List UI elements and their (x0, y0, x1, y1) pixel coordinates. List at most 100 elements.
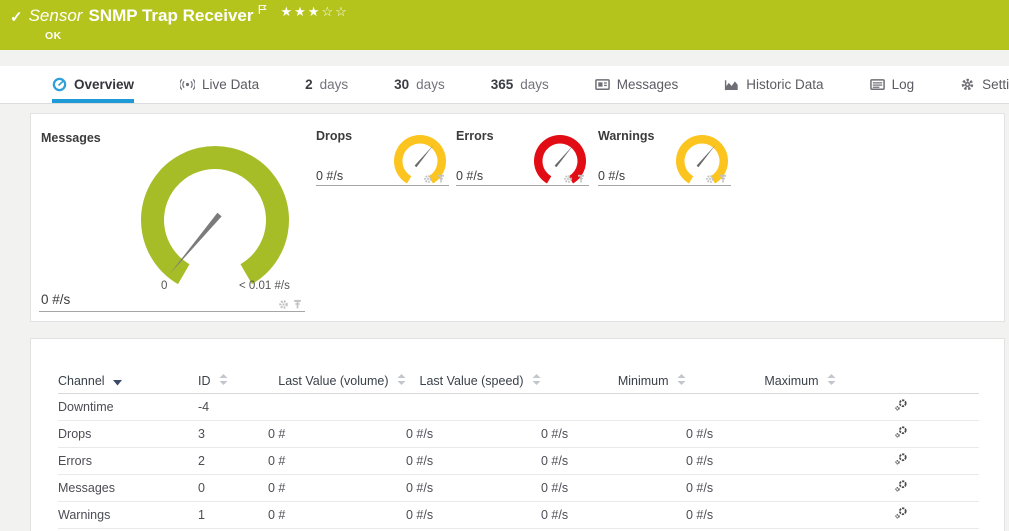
gauge-title: Errors (456, 129, 494, 143)
gauge-warnings: Warnings 0 #/s (598, 129, 731, 186)
channel-name[interactable]: Errors (58, 447, 198, 475)
channels-panel: Channel ID Last Value (volume) Last Valu… (30, 338, 1005, 531)
maximum-value (686, 393, 836, 421)
last-value-speed: 0 #/s (406, 447, 541, 475)
column-header-last-value-speed[interactable]: Last Value (speed) (406, 369, 541, 394)
object-kind-label: Sensor (28, 6, 83, 25)
gauge-pin-icon[interactable] (436, 174, 446, 184)
tab-settings[interactable]: Settings (960, 66, 1009, 103)
channel-name[interactable]: Drops (58, 420, 198, 448)
column-header-channel[interactable]: Channel (58, 369, 198, 394)
column-header-id[interactable]: ID (198, 369, 268, 394)
historic-chart-icon (724, 77, 739, 92)
sort-desc-icon (113, 379, 123, 386)
table-row-downtime: Downtime -4 (58, 393, 979, 421)
channel-id: -4 (198, 393, 268, 421)
gauge-gear-icon[interactable] (563, 174, 573, 184)
gauge-needle (414, 144, 434, 168)
last-value-volume: 0 # (268, 447, 406, 475)
messages-icon (594, 77, 610, 92)
tab-30-days[interactable]: 30 days (394, 66, 445, 103)
tab-number: 2 (305, 77, 313, 92)
last-value-speed (406, 393, 541, 421)
tab-log[interactable]: Log (869, 66, 915, 103)
channel-settings-icon[interactable] (894, 398, 908, 412)
maximum-value: 0 #/s (686, 420, 836, 448)
table-row-drops: Drops 3 0 # 0 #/s 0 #/s 0 #/s (58, 420, 979, 448)
channel-name[interactable]: Warnings (58, 501, 198, 529)
minimum-value: 0 #/s (541, 420, 686, 448)
channel-name[interactable]: Messages (58, 474, 198, 502)
tab-label: days (520, 77, 549, 92)
gauge-value: 0 #/s (598, 169, 626, 183)
tab-number: 30 (394, 77, 410, 92)
last-value-volume: 0 # (268, 420, 406, 448)
channel-settings-icon[interactable] (894, 452, 908, 466)
gauge-needle (696, 144, 716, 168)
gauge-value: 0 #/s (456, 169, 484, 183)
live-signal-icon (180, 77, 196, 92)
status-badge: OK (45, 30, 62, 42)
gauge-needle (170, 212, 222, 274)
minimum-value: 0 #/s (541, 447, 686, 475)
channel-id: 3 (198, 420, 268, 448)
gauge-gear-icon[interactable] (278, 299, 289, 310)
channel-table: Channel ID Last Value (volume) Last Valu… (58, 369, 979, 529)
channel-settings-icon[interactable] (894, 479, 908, 493)
flag-icon (258, 2, 267, 20)
gauge-drops: Drops 0 #/s (316, 129, 449, 186)
channel-settings-icon[interactable] (894, 506, 908, 520)
log-list-icon (869, 77, 885, 92)
sensor-tabbar: Overview Live Data 2 days 30 days 365 da… (0, 66, 1009, 104)
priority-stars[interactable]: ★★★☆☆ (281, 4, 349, 20)
stars-filled-icon[interactable]: ★★★ (280, 4, 322, 19)
channel-settings-icon[interactable] (894, 425, 908, 439)
column-header-maximum[interactable]: Maximum (686, 369, 836, 394)
status-check-icon: ✓ (10, 9, 23, 26)
maximum-value: 0 #/s (686, 474, 836, 502)
gauge-gear-icon[interactable] (705, 174, 715, 184)
stars-empty-icon[interactable]: ☆☆ (321, 4, 349, 19)
tab-label: Settings (982, 77, 1009, 92)
gauge-messages: Messages 0 < 0.01 #/s 0 #/s (39, 122, 305, 312)
page-title: SNMP Trap Receiver (88, 6, 254, 25)
gauge-pin-icon[interactable] (576, 174, 586, 184)
tab-label: Log (891, 77, 915, 92)
minimum-value (541, 393, 686, 421)
sort-both-icon (397, 373, 406, 385)
channel-id: 2 (198, 447, 268, 475)
sensor-status-header: ✓ Sensor SNMP Trap Receiver ★★★☆☆ OK (0, 0, 1009, 50)
column-header-minimum[interactable]: Minimum (541, 369, 686, 394)
column-header-actions (836, 369, 979, 394)
tab-messages[interactable]: Messages (594, 66, 678, 103)
gauge-title: Messages (41, 131, 101, 145)
last-value-speed: 0 #/s (406, 501, 541, 529)
tab-label: Live Data (202, 77, 260, 92)
last-value-speed: 0 #/s (406, 420, 541, 448)
gauge-pin-icon[interactable] (292, 299, 303, 310)
channel-name[interactable]: Downtime (58, 393, 198, 421)
minimum-value: 0 #/s (541, 474, 686, 502)
tab-live-data[interactable]: Live Data (180, 66, 259, 103)
gauge-gear-icon[interactable] (423, 174, 433, 184)
tab-historic-data[interactable]: Historic Data (724, 66, 824, 103)
channel-id: 1 (198, 501, 268, 529)
gauge-max-label: < 0.01 #/s (239, 280, 290, 292)
tab-label: days (319, 77, 349, 92)
gauges-panel: Messages 0 < 0.01 #/s 0 #/s Drops 0 #/s (30, 113, 1005, 322)
last-value-speed: 0 #/s (406, 474, 541, 502)
errors-gauge-dial (534, 134, 586, 184)
gauge-title: Drops (316, 129, 353, 143)
last-value-volume: 0 # (268, 501, 406, 529)
drops-gauge-dial (394, 134, 446, 184)
column-header-last-value-volume[interactable]: Last Value (volume) (268, 369, 406, 394)
tab-2-days[interactable]: 2 days (305, 66, 348, 103)
sort-both-icon (219, 373, 228, 385)
table-row-warnings: Warnings 1 0 # 0 #/s 0 #/s 0 #/s (58, 501, 979, 529)
tab-overview[interactable]: Overview (52, 66, 135, 103)
maximum-value: 0 #/s (686, 447, 836, 475)
sort-both-icon (532, 373, 541, 385)
gauge-pin-icon[interactable] (718, 174, 728, 184)
channel-id: 0 (198, 474, 268, 502)
tab-365-days[interactable]: 365 days (491, 66, 549, 103)
